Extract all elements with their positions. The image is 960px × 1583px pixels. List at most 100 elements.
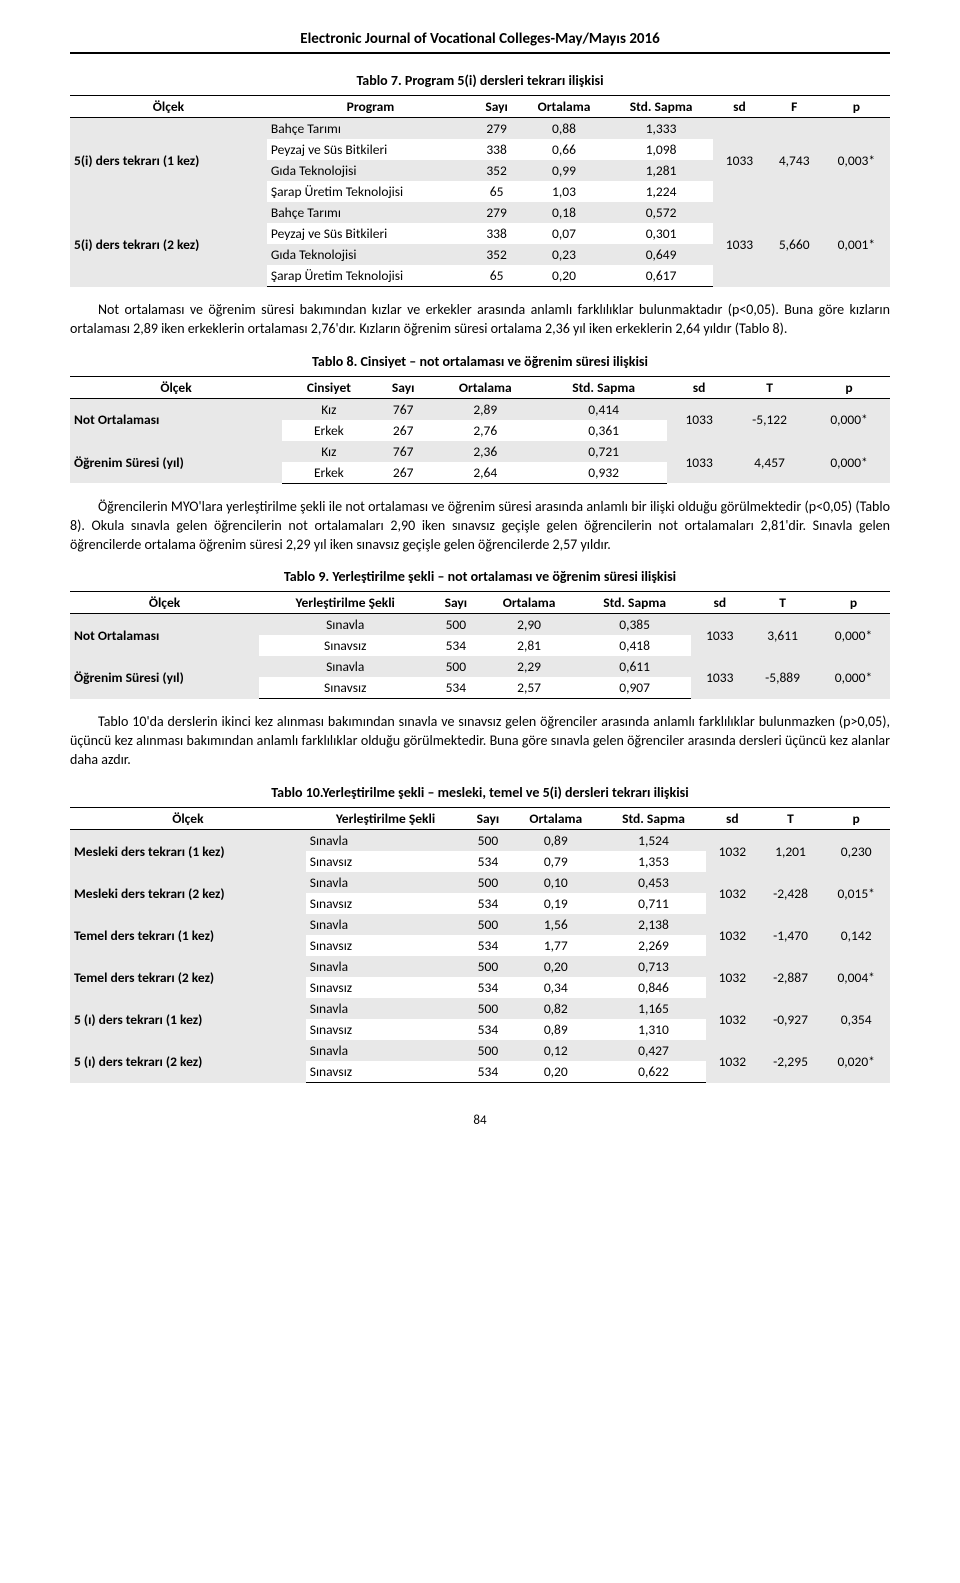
cell: 0,000* — [817, 614, 890, 657]
tablo7-title: Tablo 7. Program 5(i) dersleri tekrarı i… — [70, 72, 890, 89]
cell: Sınavsız — [259, 677, 431, 699]
cell: 1032 — [706, 830, 759, 873]
cell: 0,000* — [817, 656, 890, 699]
cell: 1033 — [713, 118, 765, 203]
cell: 4,457 — [731, 441, 808, 484]
th: Ölçek — [70, 808, 306, 830]
th: sd — [691, 592, 748, 614]
th: Sayı — [474, 96, 519, 118]
tablo8-title: Tablo 8. Cinsiyet – not ortalaması ve öğ… — [70, 353, 890, 370]
cell: 534 — [465, 893, 510, 914]
table-row: Öğrenim Süresi (yıl) Sınavla 500 2,29 0,… — [70, 656, 890, 677]
page-content: Electronic Journal of Vocational College… — [0, 0, 960, 1168]
cell: 279 — [474, 202, 519, 223]
cell: 767 — [376, 398, 431, 420]
th: Ortalama — [431, 376, 540, 398]
grp-label: Not Ortalaması — [70, 398, 282, 441]
cell: 534 — [465, 851, 510, 872]
cell: 1,77 — [511, 935, 601, 956]
cell: Kız — [282, 441, 376, 462]
cell: 534 — [465, 935, 510, 956]
cell: 1,56 — [511, 914, 601, 935]
cell: 1,201 — [759, 830, 823, 873]
cell: 0,000* — [808, 441, 890, 484]
cell: Sınavla — [306, 1040, 466, 1061]
cell: 65 — [474, 265, 519, 287]
cell: 0,000* — [808, 398, 890, 441]
paragraph-1: Not ortalaması ve öğrenim süresi bakımın… — [70, 301, 890, 339]
cell: -1,470 — [759, 914, 823, 956]
table-row: Temel ders tekrarı (2 kez)Sınavla5000,20… — [70, 956, 890, 977]
cell: 279 — [474, 118, 519, 140]
th: Ortalama — [511, 808, 601, 830]
cell: Sınavla — [306, 914, 466, 935]
th: Std. Sapma — [578, 592, 692, 614]
cell: 0,907 — [578, 677, 692, 699]
th: sd — [667, 376, 731, 398]
th: Ölçek — [70, 592, 259, 614]
cell: -2,295 — [759, 1040, 823, 1083]
cell: Bahçe Tarımı — [267, 202, 474, 223]
cell: 0,004* — [822, 956, 890, 998]
th: F — [766, 96, 823, 118]
cell: Sınavla — [259, 614, 431, 636]
cell: 0,99 — [519, 160, 609, 181]
cell: Sınavsız — [306, 851, 466, 872]
cell: 0,427 — [601, 1040, 706, 1061]
cell: -5,122 — [731, 398, 808, 441]
cell: Sınavsız — [306, 977, 466, 998]
grp-label: Mesleki ders tekrarı (2 kez) — [70, 872, 306, 914]
cell: 0,932 — [540, 462, 667, 484]
tablo10: Ölçek Yerleştirilme Şekli Sayı Ortalama … — [70, 807, 890, 1083]
cell: 1,353 — [601, 851, 706, 872]
cell: Bahçe Tarımı — [267, 118, 474, 140]
tablo8-head: Ölçek Cinsiyet Sayı Ortalama Std. Sapma … — [70, 376, 890, 398]
cell: 767 — [376, 441, 431, 462]
grp-label: Not Ortalaması — [70, 614, 259, 657]
cell: 0,66 — [519, 139, 609, 160]
table-row: Mesleki ders tekrarı (2 kez)Sınavla5000,… — [70, 872, 890, 893]
cell: 2,76 — [431, 420, 540, 441]
cell: 0,418 — [578, 635, 692, 656]
cell: 2,138 — [601, 914, 706, 935]
cell: 1,165 — [601, 998, 706, 1019]
cell: Sınavla — [306, 998, 466, 1019]
cell: 534 — [465, 1061, 510, 1083]
cell: 0,20 — [511, 1061, 601, 1083]
table-row: Not Ortalaması Kız 767 2,89 0,414 1033 -… — [70, 398, 890, 420]
cell: Peyzaj ve Süs Bitkileri — [267, 223, 474, 244]
cell: -2,428 — [759, 872, 823, 914]
cell: 500 — [431, 614, 480, 636]
cell: 534 — [431, 635, 480, 656]
cell: 534 — [431, 677, 480, 699]
cell: 2,64 — [431, 462, 540, 484]
cell: 0,711 — [601, 893, 706, 914]
cell: Erkek — [282, 462, 376, 484]
table-row: 5(i) ders tekrarı (1 kez) Bahçe Tarımı 2… — [70, 118, 890, 140]
cell: 0,649 — [609, 244, 713, 265]
cell: Peyzaj ve Süs Bitkileri — [267, 139, 474, 160]
cell: 0,003* — [823, 118, 890, 203]
cell: 0,622 — [601, 1061, 706, 1083]
cell: Sınavla — [306, 956, 466, 977]
cell: Sınavsız — [259, 635, 431, 656]
cell: Sınavla — [306, 830, 466, 852]
cell: Gıda Teknolojisi — [267, 244, 474, 265]
cell: 0,015* — [822, 872, 890, 914]
tablo9-title: Tablo 9. Yerleştirilme şekli – not ortal… — [70, 568, 890, 585]
cell: 1033 — [667, 398, 731, 441]
tablo7: Ölçek Program Sayı Ortalama Std. Sapma s… — [70, 95, 890, 287]
cell: 1,224 — [609, 181, 713, 202]
cell: 0,414 — [540, 398, 667, 420]
cell: Kız — [282, 398, 376, 420]
cell: Sınavla — [306, 872, 466, 893]
cell: 0,20 — [511, 956, 601, 977]
cell: 0,020* — [822, 1040, 890, 1083]
cell: 500 — [431, 656, 480, 677]
cell: 0,10 — [511, 872, 601, 893]
cell: 1,03 — [519, 181, 609, 202]
th: Ölçek — [70, 376, 282, 398]
cell: 1,098 — [609, 139, 713, 160]
cell: 0,88 — [519, 118, 609, 140]
tablo9: Ölçek Yerleştirilme Şekli Sayı Ortalama … — [70, 591, 890, 699]
